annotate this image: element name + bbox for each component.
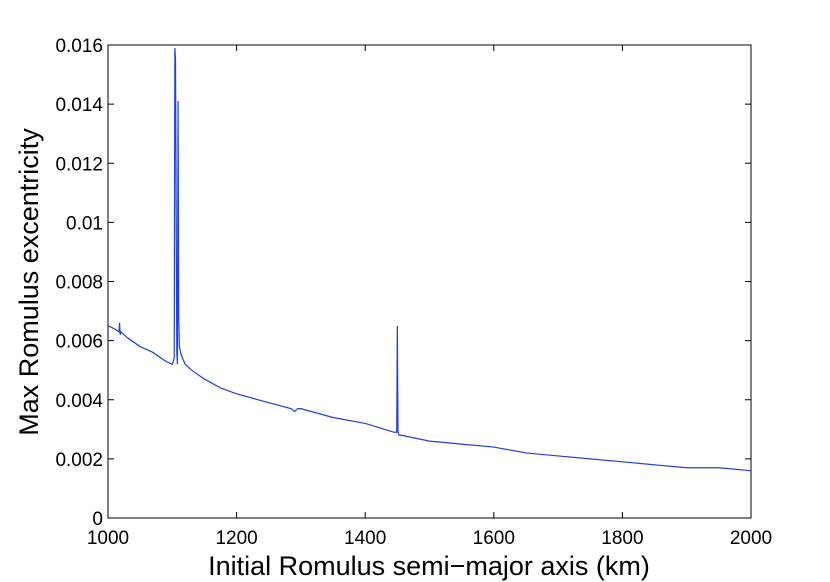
- plot-frame: [107, 44, 752, 519]
- y-tick-label: 0.01: [66, 213, 103, 234]
- x-axis-label: Initial Romulus semi−major axis (km): [208, 551, 650, 581]
- x-tick-label: 1000: [87, 528, 129, 549]
- x-tick-label: 1400: [344, 528, 386, 549]
- x-tick-label: 1600: [473, 528, 515, 549]
- y-tick-label: 0.006: [55, 332, 103, 353]
- y-tick-label: 0.008: [55, 273, 103, 294]
- y-tick-label: 0: [92, 509, 103, 530]
- y-tick-label: 0.016: [55, 36, 103, 57]
- y-tick-label: 0.004: [55, 391, 103, 412]
- y-tick-label: 0.014: [55, 95, 103, 116]
- y-tick-label: 0.012: [55, 154, 103, 175]
- x-tick-label: 1200: [215, 528, 257, 549]
- y-tick-label: 0.002: [55, 450, 103, 471]
- data-line: [107, 47, 752, 472]
- x-tick-label: 1800: [601, 528, 643, 549]
- y-axis-label: Max Romulus excentricity: [14, 128, 44, 436]
- x-tick-label: 2000: [730, 528, 772, 549]
